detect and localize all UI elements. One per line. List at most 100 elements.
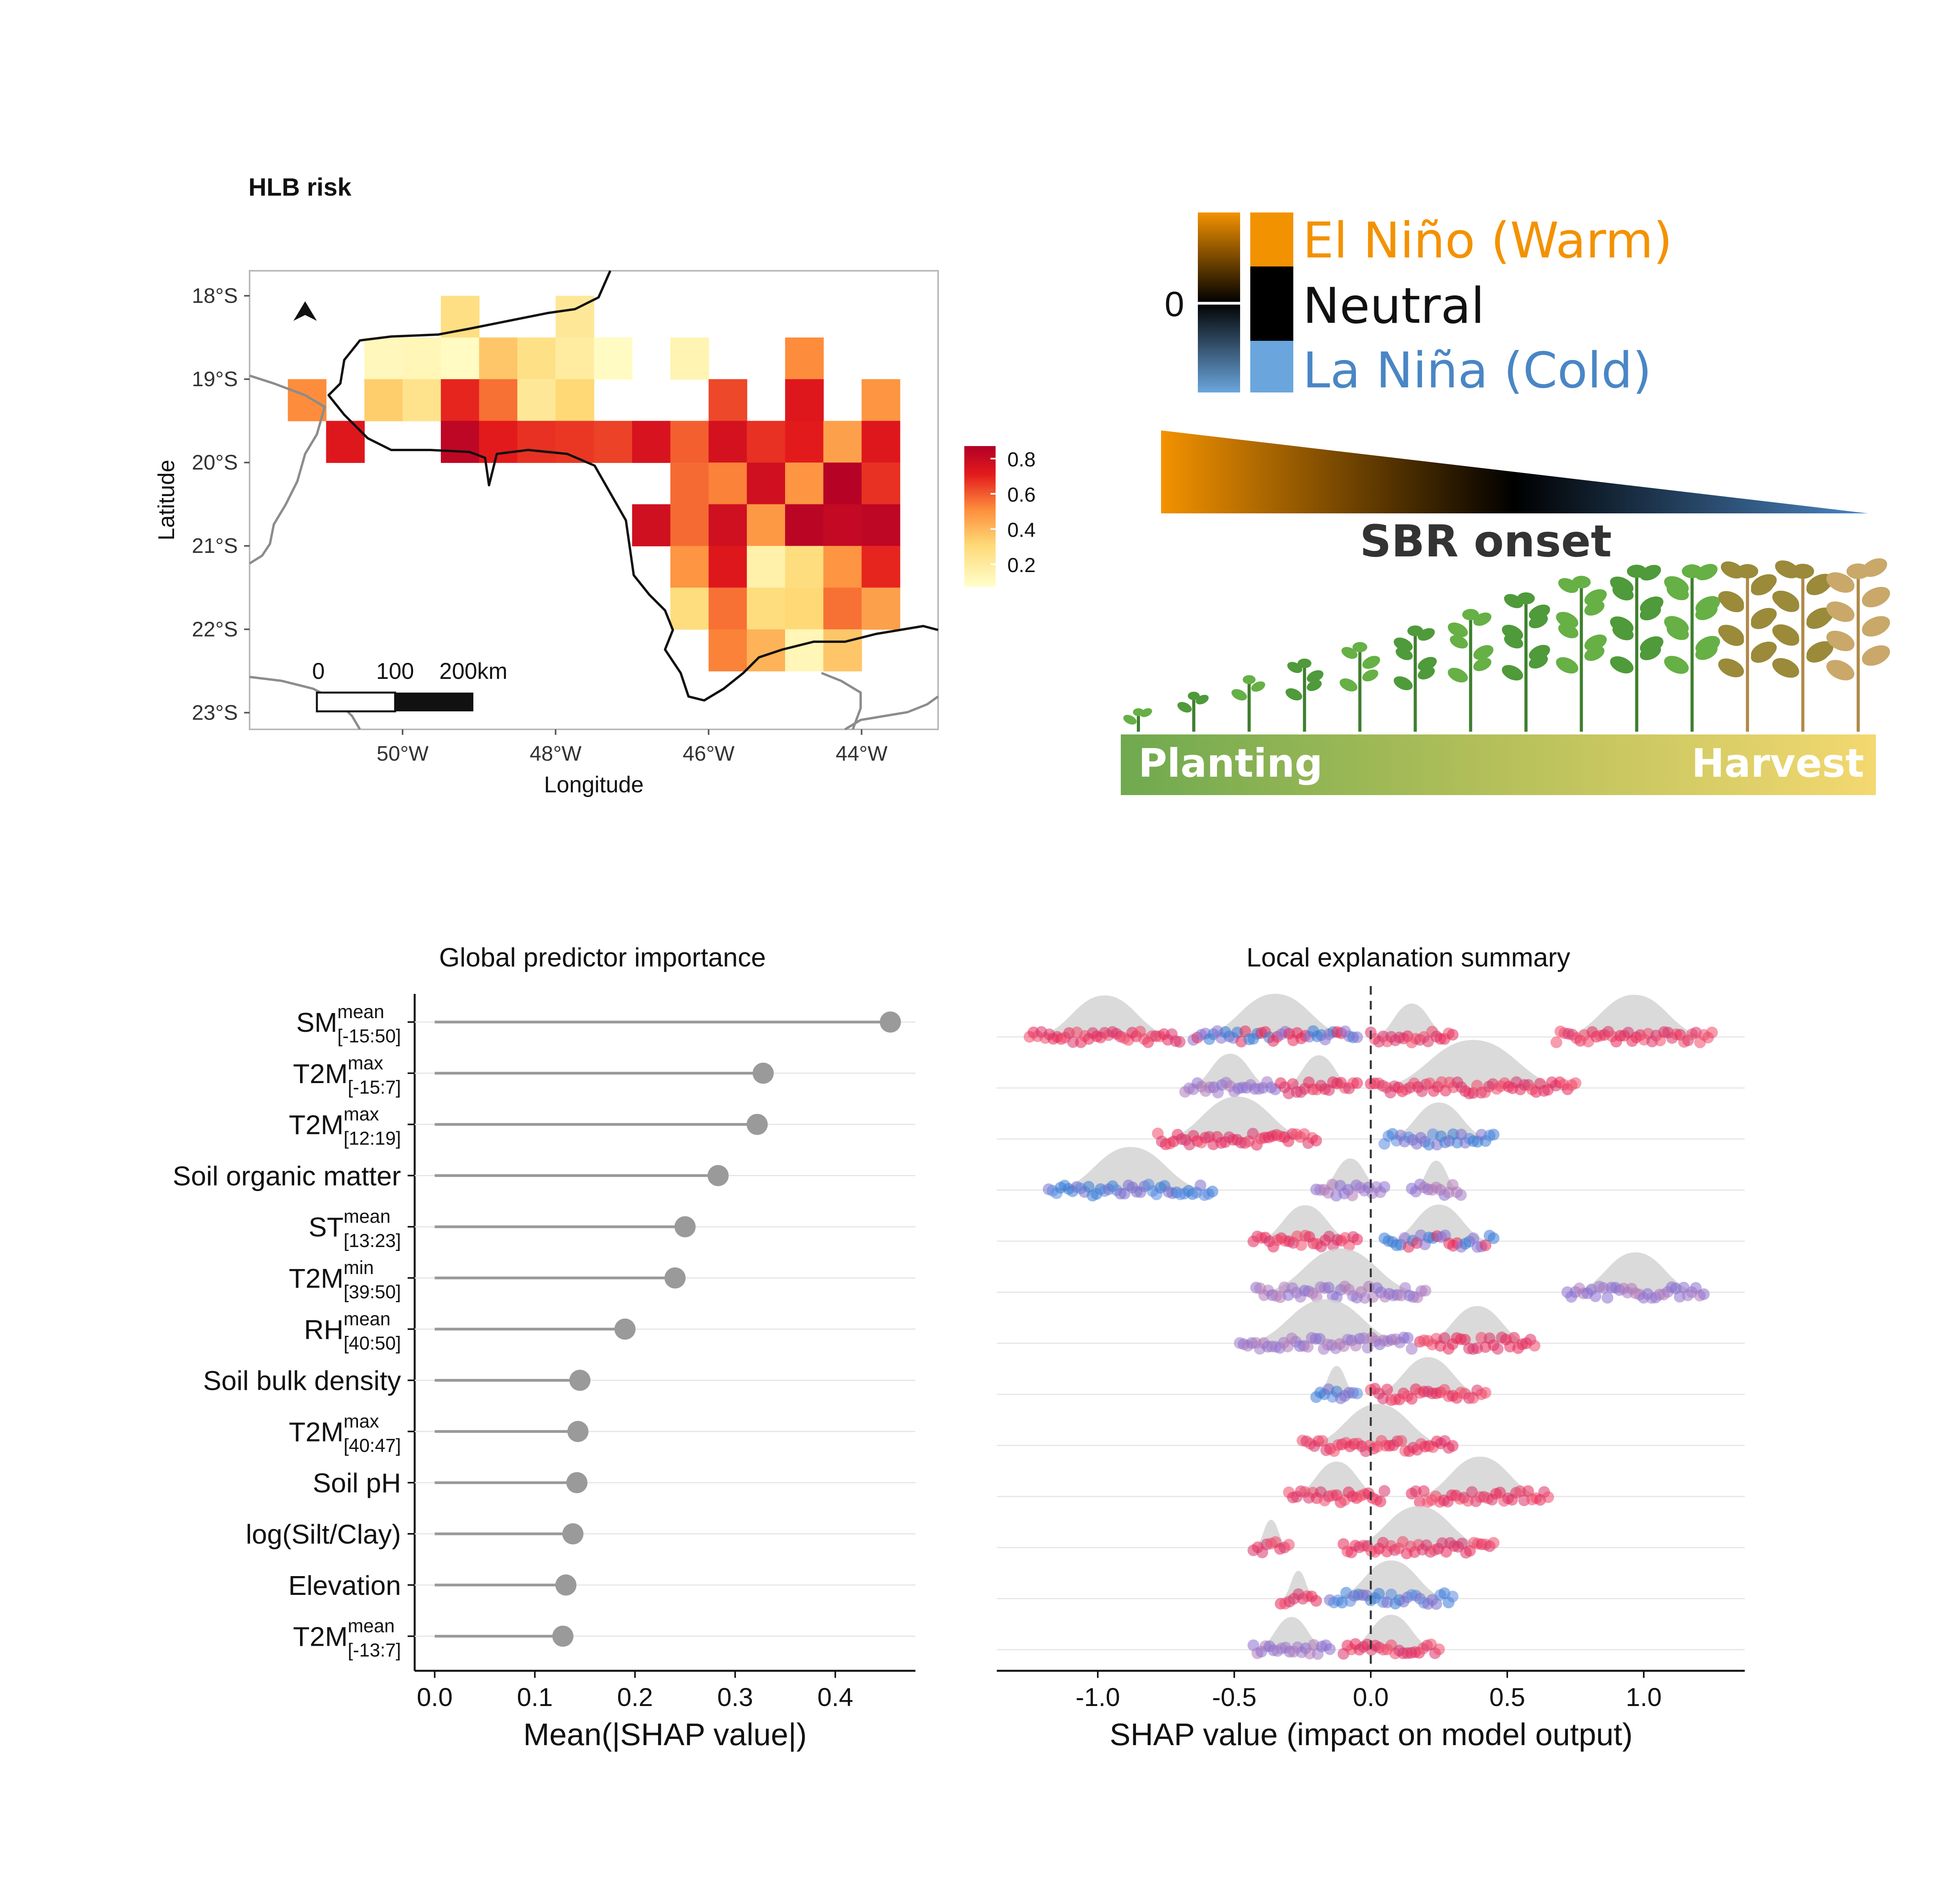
shap-point bbox=[1455, 1189, 1467, 1201]
shap-point bbox=[1283, 1539, 1295, 1551]
shap-point bbox=[1433, 1643, 1445, 1656]
shap-point bbox=[1206, 1186, 1219, 1198]
shap-density bbox=[997, 1096, 1745, 1139]
risk-cell bbox=[632, 421, 671, 463]
local-content: -1.0 -0.5 0.0 0.5 1.0 bbox=[997, 986, 1745, 1711]
soybean-plant bbox=[1123, 708, 1152, 732]
local-xtick-label: 1.0 bbox=[1626, 1683, 1662, 1711]
soybean-plant bbox=[1556, 576, 1607, 732]
soybean-plant bbox=[1772, 560, 1834, 732]
predictor-label: T2Mmax [40:47] bbox=[289, 1411, 401, 1456]
predictor-label: T2Mmean [-13:7] bbox=[293, 1616, 401, 1661]
colorbar-gradient bbox=[964, 446, 996, 587]
risk-cell bbox=[364, 337, 403, 380]
predictor-label: STmean [13:23] bbox=[309, 1206, 401, 1251]
lollipop-point bbox=[614, 1318, 636, 1340]
risk-cell bbox=[517, 337, 556, 380]
risk-cell bbox=[594, 337, 633, 380]
colorbar-label-08: 0.8 bbox=[1007, 448, 1036, 471]
country-border-grey bbox=[249, 374, 326, 565]
risk-cell bbox=[861, 546, 901, 588]
risk-cell bbox=[632, 504, 671, 547]
el-nino-label: El Niño (Warm) bbox=[1303, 212, 1672, 269]
risk-cell bbox=[670, 546, 709, 588]
risk-cell bbox=[785, 463, 824, 505]
neutral-swatch bbox=[1250, 266, 1293, 341]
lollipop-point bbox=[562, 1523, 584, 1544]
shap-point bbox=[1385, 1588, 1397, 1600]
map-ytick-label: 19°S bbox=[192, 367, 238, 391]
local-xtick-label: -0.5 bbox=[1212, 1683, 1257, 1711]
enso-sbr-panel: 0 El Niño (Warm) Neutral La Niña (Cold) … bbox=[1121, 212, 1890, 795]
global-importance-panel: Global predictor importance SMmean [-15:5… bbox=[173, 943, 915, 1752]
risk-cell bbox=[785, 421, 824, 463]
risk-cell bbox=[861, 463, 901, 505]
shap-density bbox=[997, 1560, 1745, 1599]
map-xtick-label: 50°W bbox=[377, 742, 429, 765]
map-ytick-label: 21°S bbox=[192, 534, 238, 558]
el-nino-swatch bbox=[1250, 212, 1293, 266]
shap-point bbox=[1706, 1026, 1718, 1038]
shap-point bbox=[1602, 1292, 1614, 1304]
risk-cell bbox=[785, 337, 824, 380]
map-ytick-label: 20°S bbox=[192, 451, 238, 474]
shap-point bbox=[1378, 1181, 1390, 1193]
shap-point bbox=[1447, 1591, 1459, 1603]
scale-label-0: 0 bbox=[312, 659, 325, 684]
soybean-plant bbox=[1610, 565, 1664, 732]
shap-point bbox=[1542, 1491, 1554, 1503]
harvest-label: Harvest bbox=[1692, 740, 1864, 786]
north-arrow-icon bbox=[293, 301, 317, 321]
shap-point bbox=[1310, 1134, 1322, 1146]
hlb-risk-map-panel: HLB risk 0 100 200km 50°W 48°W 46°W 44°W 18°… bbox=[154, 173, 1036, 797]
risk-cell bbox=[785, 504, 824, 547]
map-ytick-label: 22°S bbox=[192, 617, 238, 641]
shap-point bbox=[1480, 1239, 1492, 1251]
lollipop-point bbox=[664, 1267, 686, 1289]
risk-cell bbox=[747, 463, 786, 505]
shap-point bbox=[1406, 1343, 1418, 1355]
risk-cell bbox=[440, 337, 480, 380]
risk-cell bbox=[861, 504, 901, 547]
shap-point bbox=[1302, 1341, 1314, 1353]
soybean-plant bbox=[1447, 609, 1494, 732]
shap-point bbox=[1456, 1537, 1468, 1549]
scale-bar-black bbox=[395, 693, 473, 711]
predictor-label: Soil pH bbox=[313, 1468, 401, 1498]
importance-xtick-label: 0.4 bbox=[817, 1683, 853, 1711]
soybean-plant bbox=[1339, 642, 1380, 732]
enso-zero-label: 0 bbox=[1165, 285, 1184, 324]
risk-cell bbox=[479, 421, 518, 463]
risk-cell bbox=[517, 379, 556, 421]
shap-point bbox=[1316, 1435, 1329, 1447]
shap-point bbox=[1528, 1340, 1541, 1352]
border-grey-se bbox=[844, 695, 939, 731]
predictor-label: Soil organic matter bbox=[173, 1161, 401, 1191]
shap-point bbox=[1569, 1077, 1582, 1089]
risk-cell bbox=[517, 421, 556, 463]
shap-point bbox=[1402, 1332, 1414, 1344]
importance-xtick-label: 0.0 bbox=[417, 1683, 453, 1711]
local-xtick-label: 0.0 bbox=[1353, 1683, 1389, 1711]
local-explanation-panel: Local explanation summary -1.0 -0.5 0.0 0.5… bbox=[997, 943, 1745, 1752]
predictor-label: T2Mmax [12:19] bbox=[289, 1104, 401, 1149]
risk-cell bbox=[708, 421, 748, 463]
predictor-label: Soil bulk density bbox=[203, 1366, 401, 1396]
risk-cell bbox=[785, 629, 824, 671]
shap-point bbox=[1346, 1190, 1358, 1202]
shap-point bbox=[1438, 1332, 1451, 1344]
predictor-label: RHmean [40:50] bbox=[304, 1309, 401, 1354]
map-ytick-label: 23°S bbox=[192, 701, 238, 724]
lollipop-point bbox=[880, 1011, 901, 1033]
la-nina-swatch bbox=[1250, 341, 1293, 392]
sbr-onset-label: SBR onset bbox=[1360, 516, 1612, 567]
risk-cell bbox=[670, 337, 709, 380]
risk-cell bbox=[708, 379, 748, 421]
shap-point bbox=[1488, 1537, 1500, 1549]
shap-point bbox=[1430, 1598, 1442, 1610]
risk-cell bbox=[747, 546, 786, 588]
shap-point bbox=[1418, 1485, 1430, 1497]
local-xlabel: SHAP value (impact on model output) bbox=[1110, 1717, 1633, 1752]
risk-cell bbox=[479, 379, 518, 421]
